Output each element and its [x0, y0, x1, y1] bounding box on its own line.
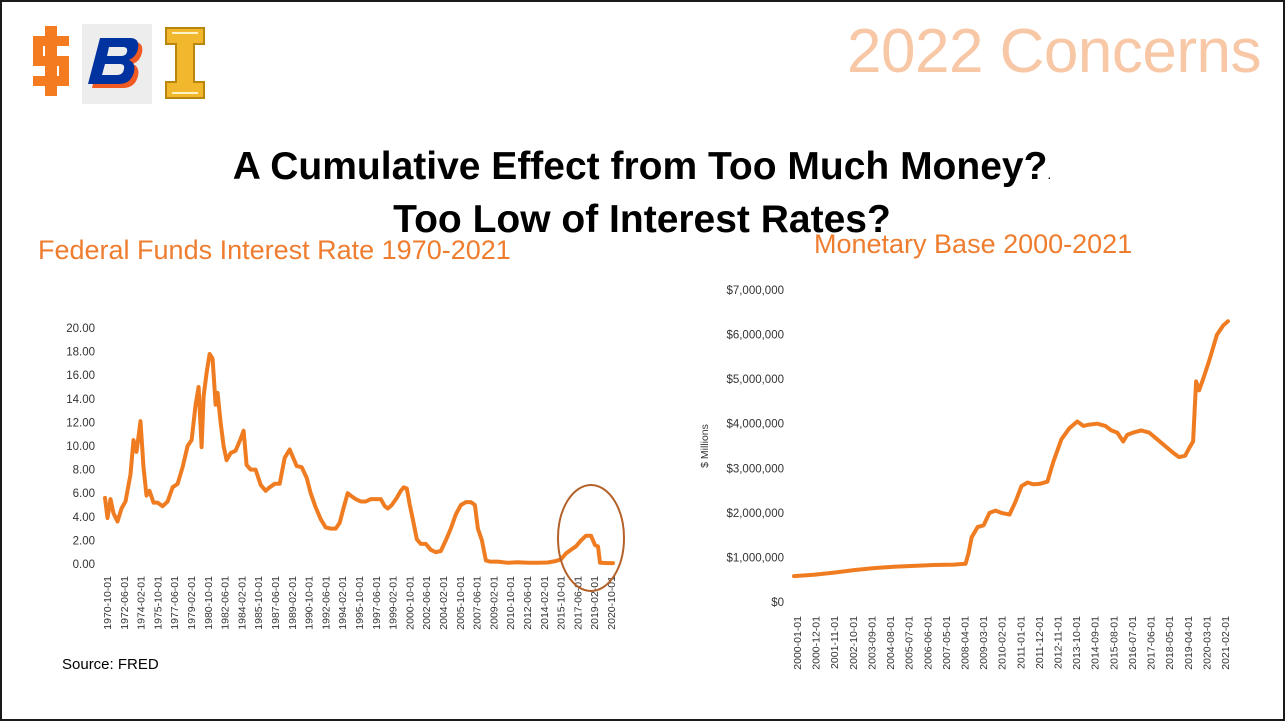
x-tick-label: 2000-01-01: [792, 616, 804, 670]
fed-funds-rate-chart: 0.00 2.00 4.00 6.00 8.00 10.00 12.00 14.00 16.00…: [66, 323, 625, 630]
fed-funds-chart-title: Federal Funds Interest Rate 1970-2021: [38, 235, 511, 265]
x-tick-label: 2007-05-01: [941, 616, 953, 670]
x-tick-label: 2004-02-01: [438, 576, 450, 630]
x-tick-label: 1977-06-01: [169, 576, 181, 630]
x-tick-label: 1999-02-01: [388, 576, 400, 630]
y-tick-label: 14.00: [66, 394, 95, 406]
y-tick-label: 20.00: [66, 323, 95, 335]
x-tick-label: 1982-06-01: [220, 576, 232, 630]
x-tick-label: 1992-06-01: [320, 576, 332, 630]
y-tick-label: 2.00: [73, 535, 95, 547]
x-tick-label: 1990-10-01: [304, 576, 316, 630]
x-tick-label: 2007-06-01: [472, 576, 484, 630]
source-note: Source: FRED: [62, 656, 159, 673]
y-tick-label: $1,000,000: [726, 552, 784, 564]
y-tick-label: 10.00: [66, 441, 95, 453]
y-tick-label: $3,000,000: [726, 463, 784, 475]
x-tick-label: 2020-03-01: [1201, 616, 1213, 670]
slide-title: 2022 Concerns: [847, 17, 1262, 86]
x-tick-label: 2017-06-01: [1146, 616, 1158, 670]
headline-line-1: A Cumulative Effect from Too Much Money?…: [182, 144, 1102, 197]
x-tick-label: 1997-06-01: [371, 576, 383, 630]
x-tick-label: 1994-02-01: [337, 576, 349, 630]
x-tick-label: 2009-02-01: [488, 576, 500, 630]
isu-logo-icon: [33, 26, 69, 96]
x-tick-label: 2014-02-01: [539, 576, 551, 630]
x-tick-label: 2018-05-01: [1164, 616, 1176, 670]
x-tick-label: 1972-06-01: [119, 576, 131, 630]
x-tick-label: 2000-12-01: [811, 616, 823, 670]
x-tick-label: 1980-10-01: [203, 576, 215, 630]
x-tick-label: 1985-10-01: [253, 576, 265, 630]
y-tick-label: 6.00: [73, 488, 95, 500]
x-tick-label: 2019-04-01: [1183, 616, 1195, 670]
boise-b-logo-icon: [82, 24, 152, 104]
y-tick-label: 12.00: [66, 417, 95, 429]
x-tick-label: 2015-10-01: [556, 576, 568, 630]
x-tick-label: 1970-10-01: [102, 576, 114, 630]
series-line: [103, 352, 615, 566]
x-tick-label: 2002-06-01: [421, 576, 433, 630]
y-tick-label: 8.00: [73, 465, 95, 477]
x-tick-label: 2012-11-01: [1053, 616, 1065, 669]
y-tick-label: $0: [771, 597, 784, 609]
y-tick-label: 16.00: [66, 370, 95, 382]
headline-dot: .: [1047, 166, 1052, 182]
x-tick-label: 1974-02-01: [136, 576, 148, 630]
x-tick-label: 2009-03-01: [978, 616, 990, 670]
x-tick-label: 2011-12-01: [1034, 616, 1046, 669]
x-tick-label: 2001-11-01: [829, 616, 841, 669]
headline-line-2: Too Low of Interest Rates?: [393, 198, 891, 241]
y-axis-label: $ Millions: [699, 424, 711, 468]
x-tick-label: 2012-06-01: [522, 576, 534, 630]
headline-line-1-text: A Cumulative Effect from Too Much Money?: [232, 145, 1048, 188]
x-tick-label: 1989-02-01: [287, 576, 299, 630]
x-tick-label: 2015-08-01: [1108, 616, 1120, 670]
y-tick-label: $7,000,000: [726, 285, 784, 297]
x-tick-label: 2004-08-01: [885, 616, 897, 670]
y-tick-label: 18.00: [66, 347, 95, 359]
y-tick-label: $6,000,000: [726, 330, 784, 342]
x-tick-label: 2021-02-01: [1220, 616, 1232, 670]
x-tick-label: 2011-01-01: [1015, 616, 1027, 669]
x-tick-label: 2013-10-01: [1071, 616, 1083, 670]
y-tick-label: 4.00: [73, 512, 95, 524]
x-tick-label: 2010-10-01: [505, 576, 517, 630]
x-tick-label: 1984-02-01: [236, 576, 248, 630]
y-tick-label: 0.00: [73, 559, 95, 571]
highlight-circle: [557, 484, 625, 592]
y-tick-label: $2,000,000: [726, 508, 784, 520]
x-tick-label: 2016-07-01: [1127, 616, 1139, 670]
idaho-i-logo-icon: [165, 27, 205, 99]
x-tick-label: 2005-07-01: [904, 616, 916, 670]
x-tick-label: 1987-06-01: [270, 576, 282, 630]
x-tick-label: 2010-02-01: [997, 616, 1009, 670]
series-line: [792, 319, 1230, 579]
x-tick-label: 1975-10-01: [152, 576, 164, 630]
x-tick-label: 2014-09-01: [1090, 616, 1102, 670]
x-tick-label: 2006-06-01: [922, 616, 934, 670]
x-tick-label: 2020-10-01: [606, 576, 618, 630]
y-tick-label: $5,000,000: [726, 374, 784, 386]
y-tick-label: $4,000,000: [726, 419, 784, 431]
x-tick-label: 1995-10-01: [354, 576, 366, 630]
x-tick-label: 2003-09-01: [866, 616, 878, 670]
monetary-base-chart-title: Monetary Base 2000-2021: [814, 229, 1133, 259]
x-tick-label: 2008-04-01: [959, 616, 971, 670]
x-tick-label: 2002-10-01: [848, 616, 860, 670]
x-tick-label: 1979-02-01: [186, 576, 198, 630]
x-tick-label: 2000-10-01: [404, 576, 416, 630]
headline: A Cumulative Effect from Too Much Money?…: [182, 144, 1102, 243]
x-tick-label: 2005-10-01: [455, 576, 467, 630]
